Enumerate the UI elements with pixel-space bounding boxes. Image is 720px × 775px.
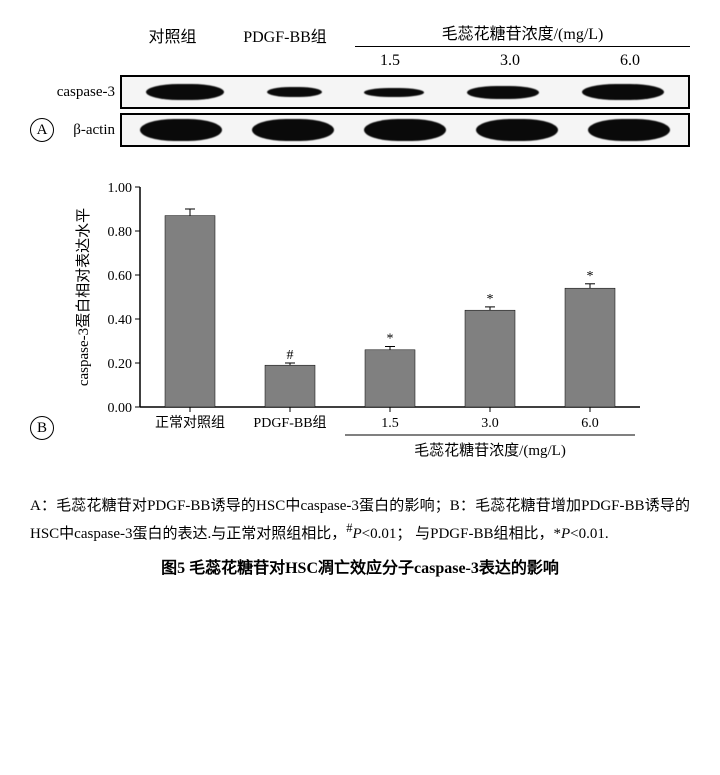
blot-band — [364, 119, 446, 141]
blot-strip-caspase3 — [120, 75, 690, 109]
panel-b: 0.00 0.20 0.40 0.60 0.80 1.00 caspase-3蛋白相对表达水… — [30, 177, 690, 482]
caption-text-2: 与PDGF-BB组相比， — [415, 526, 553, 542]
header-pdgf: PDGF-BB组 — [225, 23, 345, 47]
figure-title: 图5 毛蕊花糖苷对HSC凋亡效应分子caspase-3表达的影响 — [30, 554, 690, 578]
caption-p1-val: <0.01； — [362, 526, 412, 542]
svg-text:毛蕊花糖苷浓度/(mg/L): 毛蕊花糖苷浓度/(mg/L) — [414, 442, 566, 459]
figure-caption: A：毛蕊花糖苷对PDGF-BB诱导的HSC中caspase-3蛋白的影响；B：毛… — [30, 494, 690, 546]
svg-text:0.40: 0.40 — [108, 313, 133, 328]
blot-header-sub-row: 1.5 3.0 6.0 — [120, 52, 690, 70]
header-conc-1: 1.5 — [330, 52, 450, 70]
panel-a: 对照组 PDGF-BB组 毛蕊花糖苷浓度/(mg/L) 1.5 3.0 6.0 … — [30, 20, 690, 147]
header-control: 对照组 — [120, 23, 225, 47]
header-conc-2: 3.0 — [450, 52, 570, 70]
svg-text:1.00: 1.00 — [108, 181, 133, 196]
blot-band — [588, 119, 670, 141]
svg-text:0.20: 0.20 — [108, 357, 133, 372]
caption-p2: P — [561, 526, 570, 542]
svg-text:3.0: 3.0 — [481, 416, 499, 431]
blot-row-actin: β-actin — [30, 113, 690, 147]
svg-text:PDGF-BB组: PDGF-BB组 — [253, 415, 326, 431]
caption-p1: P — [352, 526, 361, 542]
chart-container: 0.00 0.20 0.40 0.60 0.80 1.00 caspase-3蛋白相对表达水… — [70, 177, 690, 482]
caption-sup-star: * — [553, 526, 561, 542]
blot-band — [476, 119, 558, 141]
svg-text:0.60: 0.60 — [108, 269, 133, 284]
blot-band — [140, 119, 222, 141]
blot-band — [582, 84, 664, 100]
blot-band — [252, 119, 334, 141]
blot-band — [267, 87, 322, 97]
caption-p2-val: <0.01. — [570, 526, 608, 542]
header-conc-3: 6.0 — [570, 52, 690, 70]
bar-chart-svg: 0.00 0.20 0.40 0.60 0.80 1.00 caspase-3蛋白相对表达水… — [70, 177, 650, 477]
svg-text:0.00: 0.00 — [108, 401, 133, 416]
svg-text:正常对照组: 正常对照组 — [155, 415, 225, 431]
panel-b-letter: B — [30, 416, 54, 440]
panel-a-letter: A — [30, 118, 54, 142]
header-spacer — [120, 52, 330, 70]
svg-text:0.80: 0.80 — [108, 225, 133, 240]
label-caspase3: caspase-3 — [30, 84, 120, 101]
svg-text:*: * — [587, 269, 594, 284]
header-concentration-group: 毛蕊花糖苷浓度/(mg/L) — [355, 20, 690, 47]
blot-band — [146, 84, 224, 100]
svg-text:6.0: 6.0 — [581, 416, 599, 431]
blot-row-caspase3: caspase-3 — [30, 75, 690, 109]
blot-header-row: 对照组 PDGF-BB组 毛蕊花糖苷浓度/(mg/L) — [120, 20, 690, 47]
svg-text:*: * — [487, 292, 494, 307]
svg-text:*: * — [387, 332, 394, 347]
svg-text:caspase-3蛋白相对表达水平: caspase-3蛋白相对表达水平 — [75, 208, 92, 386]
blot-band — [364, 88, 424, 97]
svg-text:#: # — [287, 348, 294, 363]
blot-strip-actin — [120, 113, 690, 147]
svg-text:1.5: 1.5 — [381, 416, 399, 431]
blot-band — [467, 86, 539, 99]
